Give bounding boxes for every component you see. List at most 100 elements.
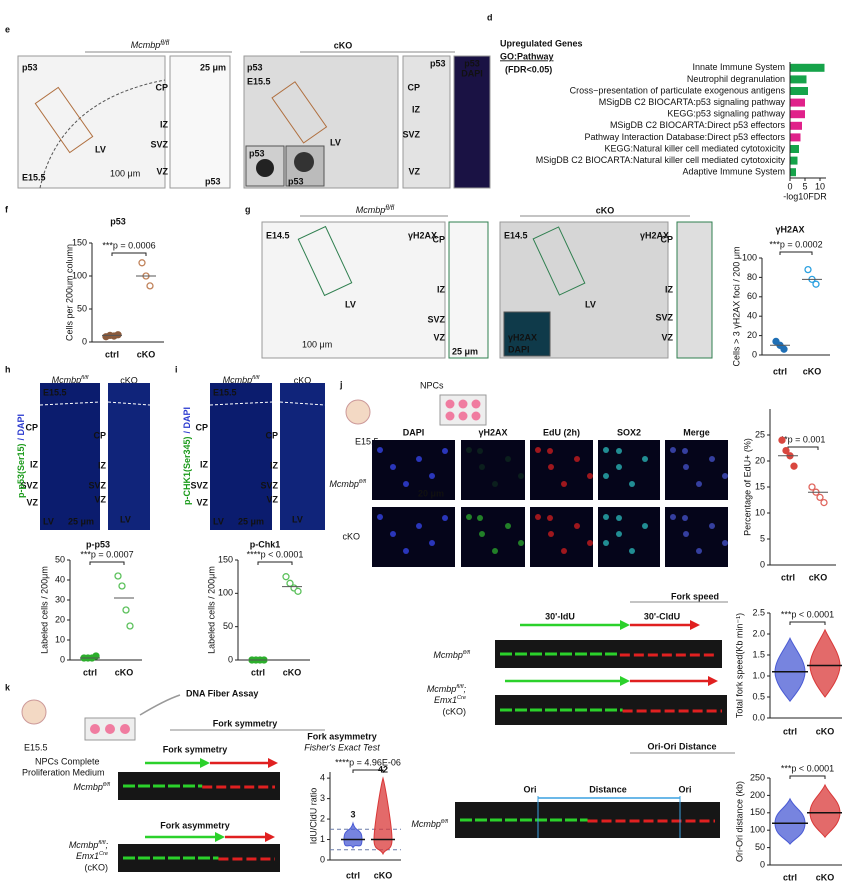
stain: p-CHK1(Ser345) [182,436,192,505]
y-tick-label: 50 [77,303,87,313]
y-tick-label: 0.5 [752,691,765,701]
significance-bracket [111,252,147,256]
count-label: 42 [378,765,388,775]
column-label: Merge [683,427,710,437]
bar [790,133,801,142]
micrograph [17,55,166,189]
data-point [122,606,130,614]
data-point [812,280,820,288]
genotype-note: (cKO) [443,706,467,716]
label: p53 [22,62,38,72]
panel-letter: h [5,364,11,374]
p-value: ***p < 0.0001 [781,609,834,619]
category-label: Neutrophil degranulation [687,74,785,84]
chart-title: p-p53 [86,539,110,549]
nucleus [574,523,580,529]
significance-bracket [789,775,826,779]
category-label: MSigDB C2 BIOCARTA:Natural killer cell m… [536,155,786,165]
nucleus [505,523,511,529]
y-tick-label: 0 [228,654,233,664]
significance-bracket [352,769,384,773]
gene: Mcmbp [433,650,463,660]
strip [402,55,451,189]
arrow-head [690,620,700,630]
category-label: KEGG:p53 signaling pathway [667,109,785,119]
y-tick-label: 0.0 [752,712,765,722]
layer-label: CP [93,430,106,440]
genotype: Mcmbpfl/fl [411,819,448,829]
arrow-head [620,676,630,686]
column-label: EdU (2h) [543,427,580,437]
genotype: Mcmbpfl/fl [223,375,260,385]
violin [774,797,806,845]
arrow-head [215,832,225,842]
layer-label: CP [432,234,445,244]
y-tick-label: 0 [760,559,765,569]
layer-label: VZ [433,332,445,342]
layer-label: SVZ [88,480,106,490]
merge-image [453,55,491,189]
column-label: DAPI [403,427,425,437]
significance-bracket [779,251,813,255]
y-tick-label: 50 [55,554,65,564]
nucleus [709,456,715,462]
layer-label: IZ [270,460,279,470]
x-tick-label: ctrl [783,872,797,882]
panel-letter: f [5,204,9,214]
panel-letter: i [175,364,178,374]
stain: p-p53(Ser15) [16,443,26,498]
significance-bracket [89,561,125,565]
category-label: KEGG:Natural killer cell mediated cytoto… [604,143,785,153]
label: Distance [589,784,627,794]
genotype: Mcmbpfl/fl [131,40,170,51]
layer-label: VZ [661,332,673,342]
x-tick-label: ctrl [773,366,787,376]
y-tick-label: 25 [755,429,765,439]
label: p53 [247,62,263,72]
ventricle-outline [39,79,166,189]
layer-label: IZ [412,104,421,114]
micrograph [372,440,455,500]
cre: Cre [99,851,108,857]
arrow-head [265,832,275,842]
label: p53 [430,58,446,68]
data-point [114,572,122,580]
label: 25 μm [68,516,94,526]
cre-gene: Emx1 [434,695,457,705]
nucleus [479,464,485,470]
nucleus [416,456,422,462]
embryo [21,699,47,725]
bar [790,98,805,107]
label: 30'-CldU [644,611,680,621]
x-tick-label: ctrl [781,572,795,582]
well [471,411,481,421]
arrow-head [620,620,630,630]
significance-bracket [787,446,819,450]
label: p53 [205,176,221,186]
label: Fork asymmetry [160,820,230,830]
well [458,411,468,421]
layer-label: SVZ [427,314,445,324]
label: p53 [288,176,304,186]
panel-letter: g [245,204,251,214]
allele: fl/fl [81,375,89,381]
label: E15.5 [43,387,67,397]
well [90,724,100,734]
layer-label: CP [265,430,278,440]
nucleus [682,448,688,454]
layer-label: VZ [266,494,278,504]
x-tick-label: cKO [115,667,134,677]
y-tick-label: 2.0 [752,628,765,638]
x-tick-label: ctrl [105,349,119,359]
nucleus [603,447,609,453]
layer-label: IZ [98,460,107,470]
panel-letter: j [339,379,343,389]
well [471,399,481,409]
pia [39,401,101,406]
well [445,399,455,409]
y-axis-label: Cells per 200um column [64,244,74,341]
y-axis-label: Ori-Ori distance (kb) [734,781,744,862]
bar [790,121,802,130]
y-tick-label: 50 [223,621,233,631]
